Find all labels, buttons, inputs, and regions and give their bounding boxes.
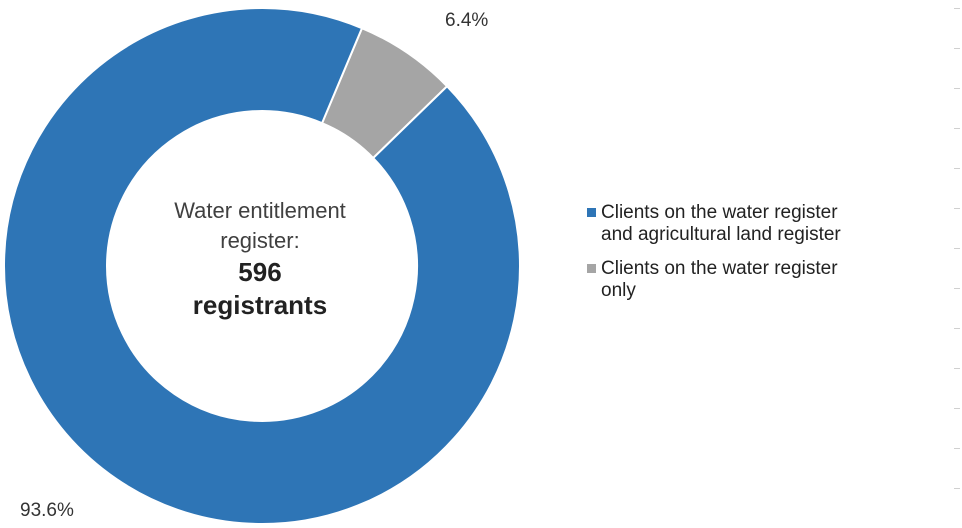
center-label-unit: registrants [192, 290, 328, 320]
legend-swatch-blue [587, 208, 596, 217]
center-label-line1: Water entitlement [174, 198, 346, 223]
tick-mark [954, 288, 960, 289]
tick-mark [954, 168, 960, 169]
donut-slices [3, 7, 521, 525]
axis-tick-marks [954, 0, 960, 528]
donut-slice-water-and-land [3, 7, 521, 525]
center-label-count: 596 [238, 257, 282, 287]
tick-mark [954, 208, 960, 209]
data-label-water-only: 6.4% [445, 10, 489, 31]
data-label-water-and-land: 93.6% [20, 500, 74, 521]
tick-mark [954, 408, 960, 409]
legend: Clients on the water register and agricu… [587, 202, 927, 314]
legend-text-line2: only [601, 280, 636, 301]
legend-item-water-only: Clients on the water register only [587, 258, 927, 302]
tick-mark [954, 48, 960, 49]
tick-mark [954, 488, 960, 489]
legend-item-water-and-land: Clients on the water register and agricu… [587, 202, 927, 246]
tick-mark [954, 328, 960, 329]
tick-mark [954, 248, 960, 249]
center-label-line2: register: [220, 228, 300, 253]
legend-text-line1: Clients on the water register [601, 202, 838, 223]
tick-mark [954, 448, 960, 449]
tick-mark [954, 128, 960, 129]
tick-mark [954, 88, 960, 89]
legend-text-line1: Clients on the water register [601, 258, 838, 279]
tick-mark [954, 368, 960, 369]
tick-mark [954, 8, 960, 9]
legend-swatch-gray [587, 264, 596, 273]
legend-text-line2: and agricultural land register [601, 224, 841, 245]
